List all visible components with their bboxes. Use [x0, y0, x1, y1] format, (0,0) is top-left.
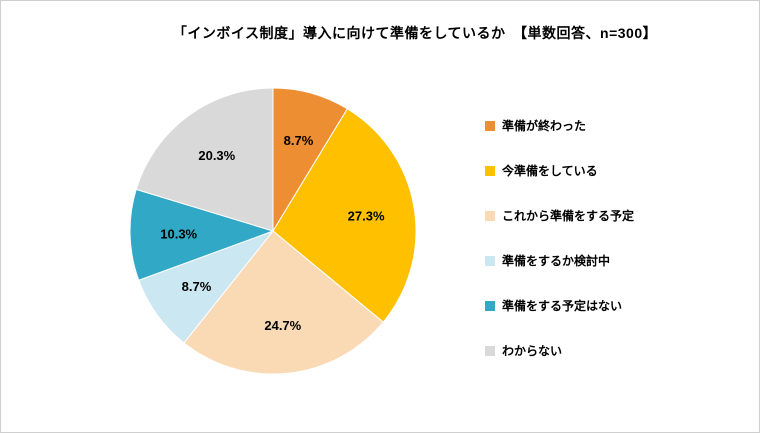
pie-slice-5: [135, 87, 274, 232]
legend-item: これから準備をする予定: [485, 193, 634, 238]
legend-item: わからない: [485, 328, 634, 373]
legend-swatch: [485, 165, 495, 176]
pie-slice-4: [129, 188, 275, 281]
legend-swatch: [485, 255, 495, 266]
pie-slice-1: [272, 108, 417, 323]
pie-data-label: 24.7%: [264, 318, 301, 333]
pie-data-label: 8.7%: [284, 133, 314, 148]
pie-data-label: 8.7%: [182, 279, 212, 294]
legend-label: 準備をするか検討中: [502, 254, 611, 268]
legend-item: 準備をする予定はない: [485, 283, 634, 328]
chart-title: 「インボイス制度」導入に向けて準備をしているか 【単数回答、n=300】: [172, 25, 658, 41]
legend: 準備が終わった 今準備をしているこれから準備をする予定 準備をするか検討中 準備をする…: [485, 103, 634, 373]
pie-data-label: 27.3%: [348, 208, 385, 223]
legend-swatch: [485, 210, 495, 221]
pie-slice-2: [183, 230, 384, 375]
legend-swatch: [485, 345, 495, 356]
legend-swatch: [485, 120, 495, 131]
legend-label: 準備をする予定はない: [502, 299, 623, 313]
legend-label: 準備が終わった: [502, 119, 587, 133]
pie-data-label: 20.3%: [198, 148, 235, 163]
pie-data-label: 10.3%: [160, 227, 197, 242]
legend-item: 今準備をしている: [485, 148, 634, 193]
pie-chart: 8.7% 27.3% 24.7% 8.7% 10.3% 20.3%: [129, 87, 417, 375]
legend-label: 今準備をしている: [502, 164, 598, 178]
legend-label: これから準備をする予定: [502, 209, 635, 223]
legend-label: わからない: [502, 344, 563, 358]
legend-item: 準備をするか検討中: [485, 238, 634, 283]
legend-item: 準備が終わった: [485, 103, 634, 148]
legend-swatch: [485, 300, 495, 311]
